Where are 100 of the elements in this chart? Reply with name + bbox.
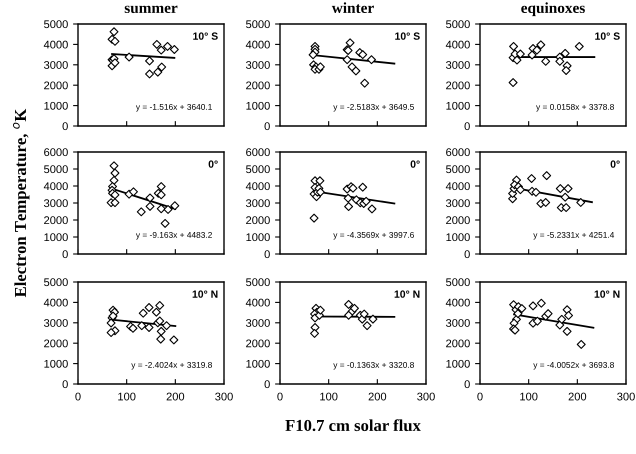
point [344, 194, 353, 203]
y-tick-label: 5000 [446, 165, 470, 174]
y-tick-label: 4000 [446, 40, 470, 49]
point [516, 50, 525, 58]
point [163, 42, 172, 51]
x-tick-label: 100 [118, 392, 136, 400]
annotation: y = -4.3569x + 3997.6 [333, 232, 414, 240]
y-tick-label: 1000 [44, 102, 68, 110]
annotation: y = -5.2331x + 4251.4 [533, 232, 614, 240]
point [562, 203, 571, 212]
point [144, 303, 154, 312]
point [564, 184, 573, 194]
y-tick-label: 5000 [246, 165, 270, 174]
point [169, 335, 178, 344]
y-tick-label: 4000 [44, 298, 68, 307]
y-tick-label: 3000 [246, 199, 270, 208]
x-tick-label: 0 [477, 392, 483, 400]
point [146, 202, 155, 211]
y-tick-label: 0 [464, 250, 470, 258]
y-tick-label: 1000 [446, 102, 470, 110]
y-tick-label: 0 [264, 250, 270, 258]
point [137, 321, 146, 330]
point [110, 176, 118, 185]
y-tick-label: 0 [62, 122, 68, 130]
point [162, 321, 172, 330]
point [110, 36, 120, 46]
y-tick-label: 1000 [246, 360, 270, 368]
y-tick-label: 4000 [446, 182, 470, 190]
annotation: y = -9.163x + 4483.2 [136, 232, 212, 240]
point [362, 321, 372, 330]
chart-title: summer [124, 6, 178, 14]
annotation: 0° [610, 160, 620, 168]
annotation: 0° [410, 160, 420, 168]
annotation: 10° N [594, 290, 620, 298]
y-tick-label: 3000 [44, 61, 68, 69]
point [362, 196, 371, 206]
point [308, 50, 318, 60]
annotation: 10° N [394, 290, 420, 298]
y-tick-label: 2000 [246, 339, 270, 348]
y-tick-label: 4000 [446, 298, 470, 307]
y-tick-label: 0 [62, 250, 68, 258]
point [152, 40, 162, 49]
y-tick-label: 2000 [44, 81, 68, 90]
point [531, 188, 540, 197]
point [155, 300, 164, 310]
point [536, 40, 546, 50]
point [512, 56, 522, 65]
y-tick-label: 3000 [446, 319, 470, 327]
point [542, 171, 552, 180]
point [156, 190, 166, 200]
point [574, 42, 584, 51]
point [156, 326, 166, 336]
point [360, 78, 370, 88]
y-tick-label: 1000 [246, 233, 270, 242]
y-tick-label: 6000 [246, 148, 270, 156]
annotation: 10° S [395, 32, 420, 40]
point [536, 298, 546, 308]
point [556, 184, 565, 194]
x-tick-label: 300 [617, 392, 635, 400]
point [156, 182, 166, 191]
point [344, 310, 354, 320]
x-tick-label: 200 [368, 392, 386, 400]
annotation: y = -2.4024x + 3319.8 [131, 362, 212, 370]
point [156, 46, 166, 55]
x-tick-label: 100 [520, 392, 538, 400]
point [358, 182, 368, 192]
point [153, 68, 162, 77]
point [360, 310, 369, 319]
y-tick-label: 4000 [246, 40, 270, 49]
point [138, 308, 148, 318]
point [110, 198, 120, 208]
y-tick-label: 2000 [246, 216, 270, 224]
annotation: y = 0.0158x + 3378.8 [536, 104, 614, 112]
point [344, 202, 354, 212]
point [144, 323, 154, 332]
x-tick-label: 0 [75, 392, 81, 400]
y-tick-label: 2000 [446, 216, 470, 224]
annotation: y = -4.0052x + 3693.8 [533, 362, 614, 370]
point [310, 328, 320, 338]
point [508, 78, 518, 88]
y-tick-label: 4000 [44, 182, 68, 190]
chart-title: equinoxes [521, 2, 585, 16]
point [164, 204, 173, 214]
y-tick-label: 1000 [44, 360, 68, 368]
y-tick-label: 5000 [446, 20, 470, 28]
point [160, 218, 170, 228]
point [367, 204, 376, 214]
y-tick-label: 1000 [446, 360, 470, 368]
point [562, 326, 572, 336]
point [562, 66, 571, 75]
point [344, 300, 354, 309]
point [557, 314, 566, 324]
y-tick-label: 0 [62, 380, 68, 388]
point [509, 42, 518, 51]
point [106, 318, 116, 328]
point [544, 309, 553, 318]
y-tick-label: 0 [464, 380, 470, 388]
point [315, 176, 324, 186]
annotation: 10° N [192, 290, 218, 298]
x-tick-label: 200 [568, 392, 586, 400]
